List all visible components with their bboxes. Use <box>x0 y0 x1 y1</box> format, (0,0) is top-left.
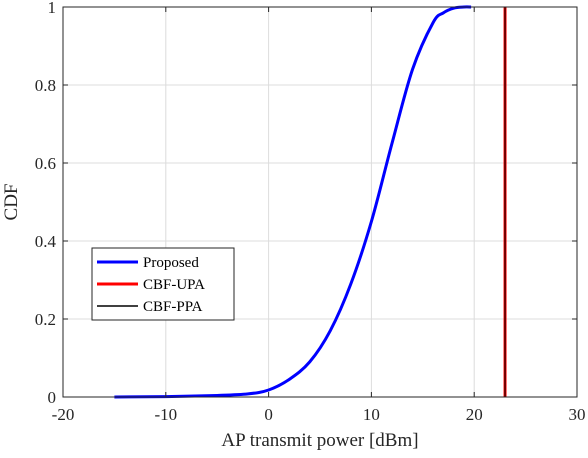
grid-lines <box>62 6 578 398</box>
y-tick-label: 0.4 <box>35 232 57 251</box>
y-axis-label: CDF <box>1 184 22 221</box>
x-tick-label: 0 <box>264 405 273 424</box>
x-tick-label: 30 <box>569 405 586 424</box>
x-tick-label: -20 <box>52 405 75 424</box>
y-tick-label: 1 <box>48 0 57 17</box>
legend-label: CBF-UPA <box>143 277 205 293</box>
y-tick-label: 0.6 <box>35 154 56 173</box>
legend: Proposed CBF-UPA CBF-PPA <box>91 247 235 321</box>
y-tick-label: 0 <box>48 388 57 407</box>
x-tick-label: -10 <box>154 405 177 424</box>
y-tick-label: 0.8 <box>35 76 56 95</box>
axes-frame <box>62 6 578 398</box>
x-axis-label: AP transmit power [dBm] <box>221 430 418 451</box>
legend-label: Proposed <box>143 255 199 271</box>
legend-label: CBF-PPA <box>143 299 203 315</box>
x-tick-label: 10 <box>363 405 380 424</box>
series-curves <box>114 5 472 399</box>
series-proposed-line <box>114 5 472 399</box>
y-tick-label: 0.2 <box>35 310 56 329</box>
x-tick-label: 20 <box>466 405 483 424</box>
axis-ticks: -20 -10 0 10 20 30 0 0.2 0.4 0.6 0.8 1 <box>35 0 586 424</box>
